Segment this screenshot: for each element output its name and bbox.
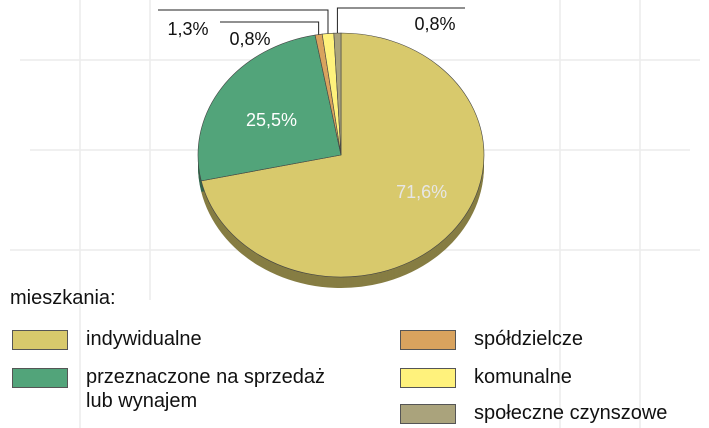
legend-swatch	[400, 368, 456, 388]
data-label: 0,8%	[414, 14, 455, 34]
data-label: 0,8%	[229, 29, 270, 49]
pie-slice	[200, 32, 485, 278]
leader-line	[220, 21, 320, 35]
legend-label: społeczne czynszowe	[474, 402, 668, 424]
legend-label: spółdzielcze	[474, 328, 583, 350]
legend-swatch	[12, 368, 68, 388]
legend-swatch	[400, 330, 456, 350]
legend-swatch	[12, 330, 68, 350]
data-label: 71,6%	[396, 182, 447, 202]
pie-slice	[197, 34, 342, 182]
legend-label: komunalne	[474, 366, 572, 388]
legend-label: indywidualne	[86, 328, 202, 350]
legend-label: przeznaczone na sprzedaż lub wynajem	[86, 366, 326, 412]
leader-line	[336, 7, 465, 34]
legend-swatch	[400, 404, 456, 424]
pie: 71,6% 25,5% 0,8% 1,3% 0,8%	[158, 7, 485, 288]
data-label: 25,5%	[246, 110, 297, 130]
leader-line	[158, 9, 329, 34]
data-label: 1,3%	[167, 19, 208, 39]
legend-title: mieszkania:	[10, 287, 116, 309]
pie-slice	[333, 32, 342, 156]
